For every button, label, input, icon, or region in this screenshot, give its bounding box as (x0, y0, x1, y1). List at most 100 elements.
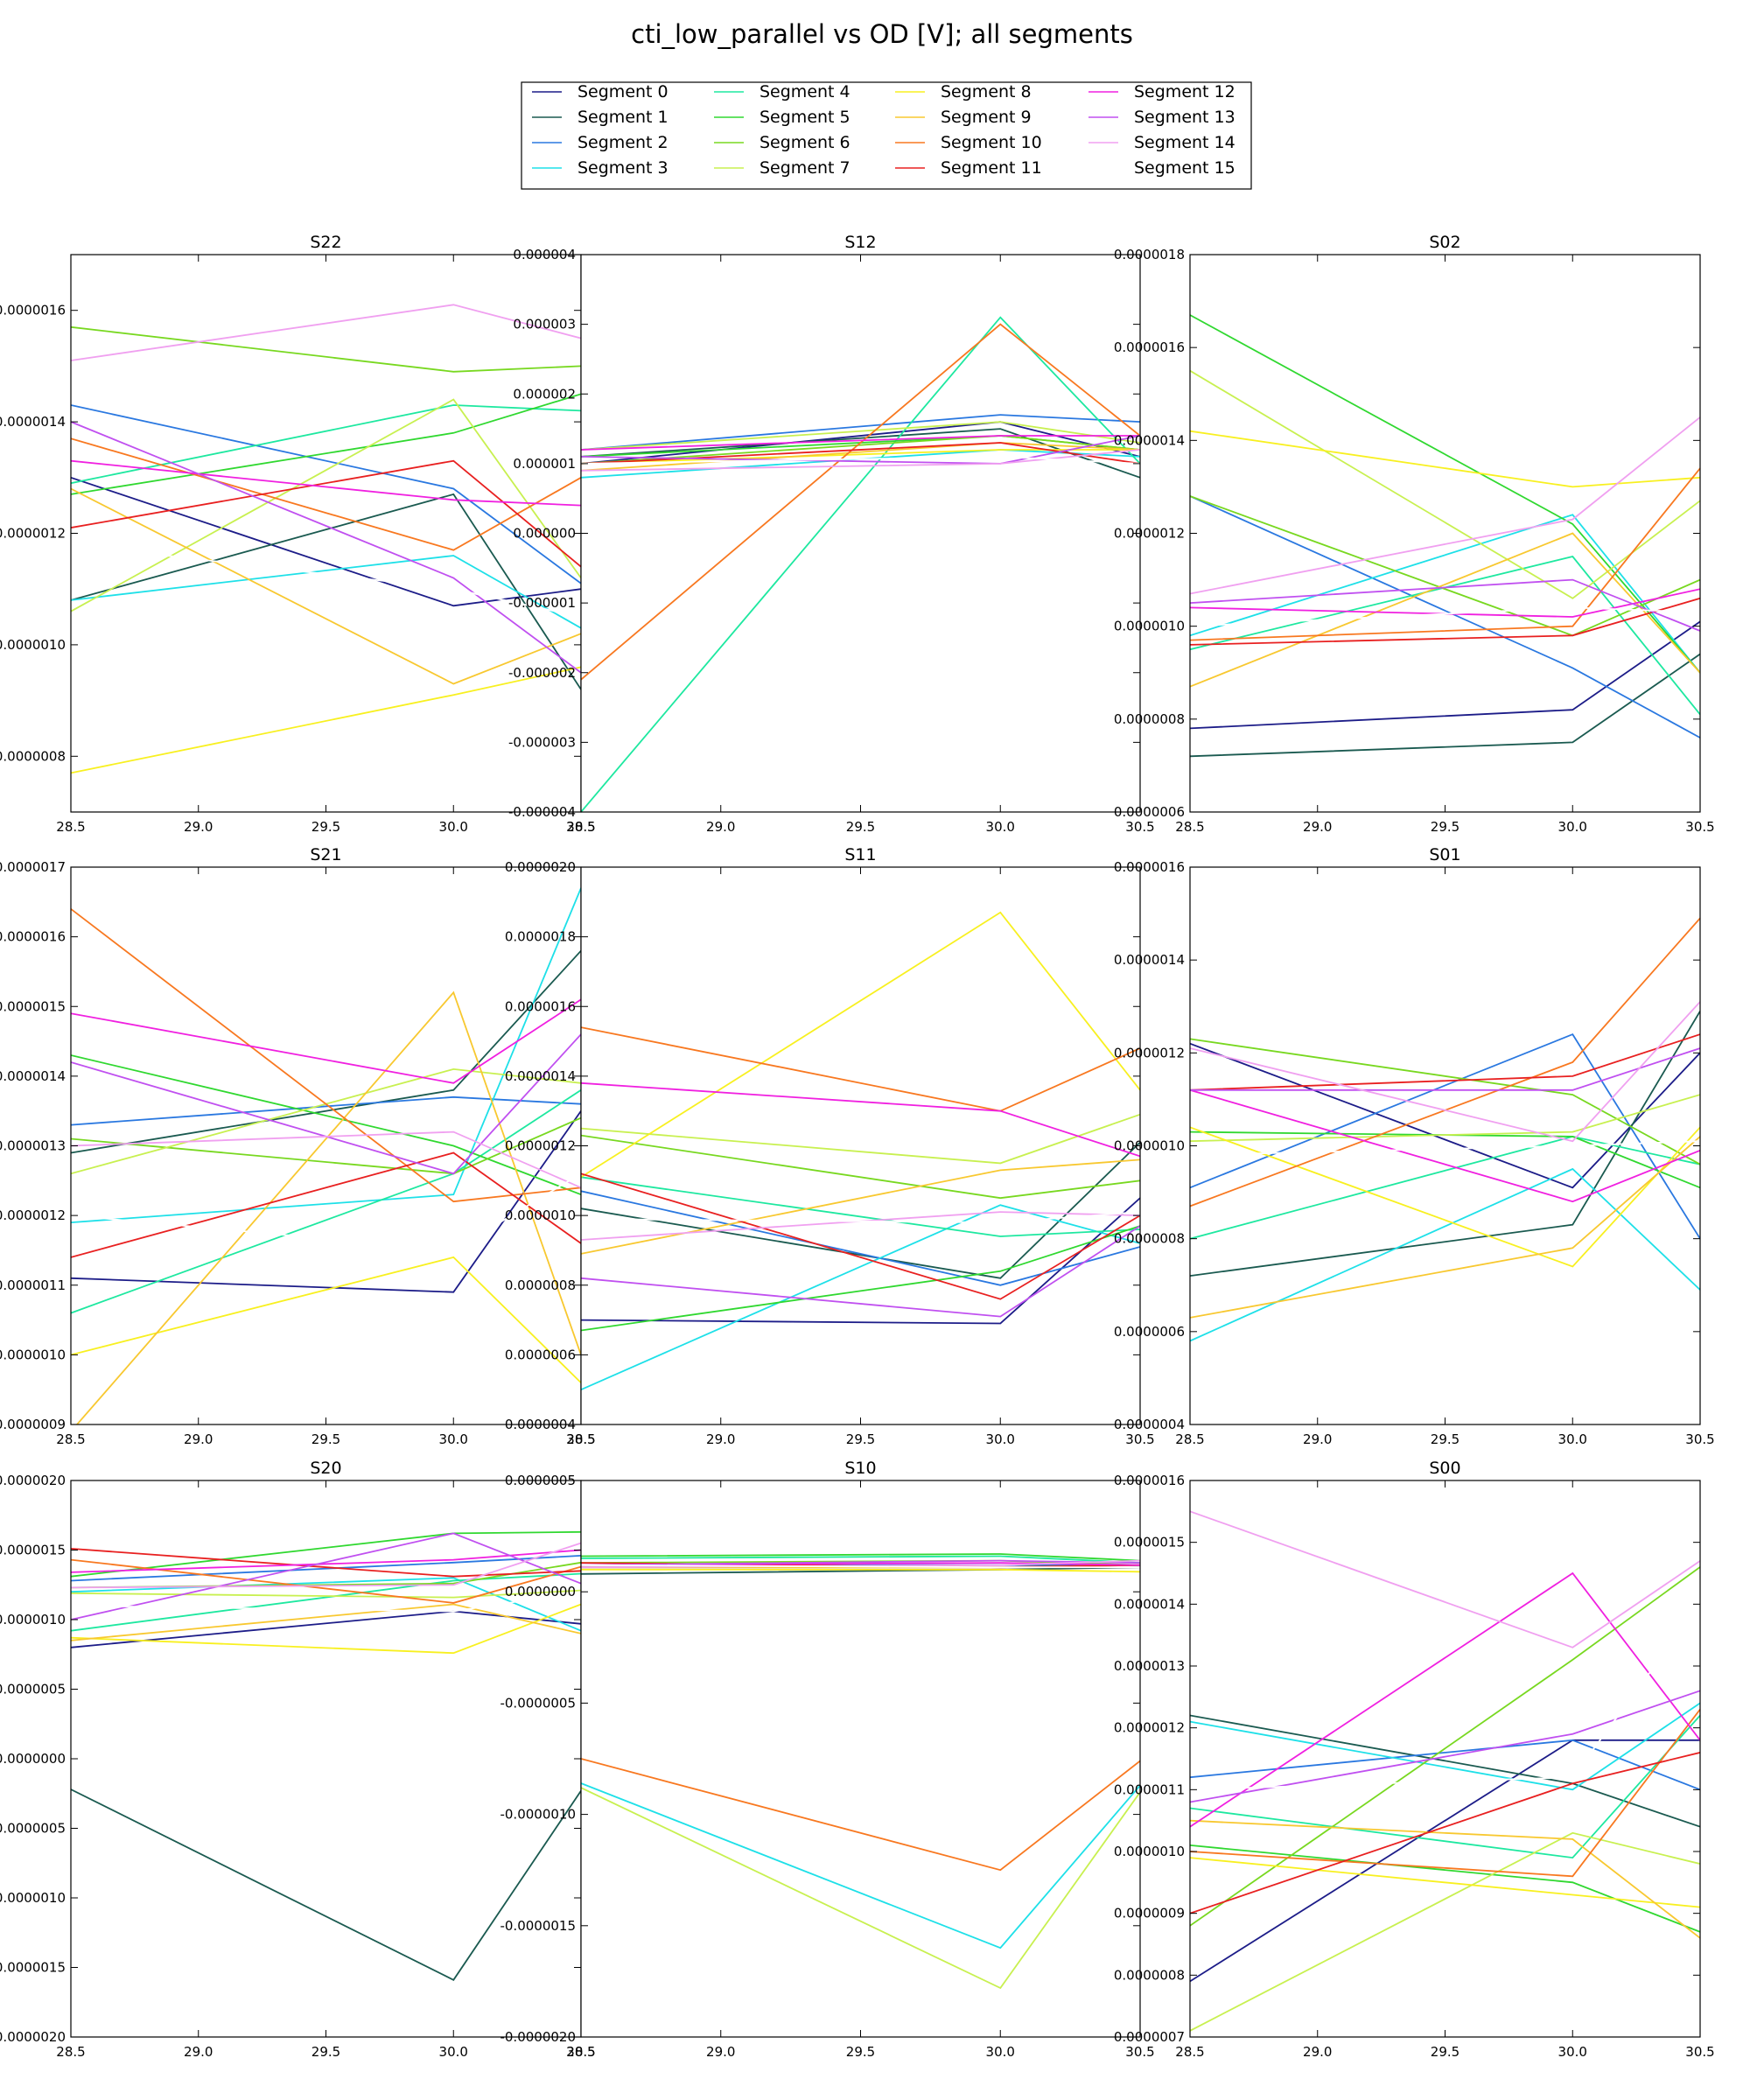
series-line-segment-2 (1190, 495, 1700, 738)
series-line-segment-12 (581, 435, 1140, 451)
subplot-grid: 28.5 29.0 29.5 30.0 30.5 0.0000008 0.0000010 0.… (0, 233, 1715, 2060)
x-tick-label: 28.5 (1175, 2044, 1204, 2060)
y-tick-label: 0.0000010 (0, 1612, 66, 1628)
legend-label: Segment 8 (941, 82, 1032, 102)
legend-label: Segment 1 (578, 108, 668, 127)
y-tick-label: 0.0000016 (1114, 859, 1185, 875)
series-group (71, 887, 581, 1424)
series-line-segment-7 (71, 1068, 581, 1175)
x-tick-label: 28.5 (1175, 1432, 1204, 1447)
y-tick-label: 0.0000000 (505, 1584, 576, 1600)
legend-label: Segment 11 (941, 158, 1042, 178)
series-line-segment-7 (1190, 1831, 1700, 2032)
plot-area (581, 255, 1140, 812)
subplot-title: S20 (310, 1459, 341, 1478)
series-line-segment-5 (581, 1225, 1140, 1332)
series-line-segment-12 (1190, 1572, 1700, 1828)
legend-entry: Segment 10 (895, 133, 1042, 152)
series-line-segment-8 (71, 1256, 581, 1383)
series-line-segment-3 (1190, 1702, 1700, 1791)
series-line-segment-14 (581, 1211, 1140, 1241)
series-line-segment-14 (1190, 416, 1700, 595)
legend-label: Segment 15 (1134, 158, 1236, 178)
x-tick-label: 28.5 (56, 819, 85, 835)
series-line-segment-8 (1190, 430, 1700, 488)
series-line-segment-9 (581, 1158, 1140, 1255)
y-tick-label: 0.0000012 (0, 526, 66, 542)
subplot-s22: 28.5 29.0 29.5 30.0 30.5 0.0000008 0.0000010 0.… (0, 233, 596, 835)
series-line-segment-15 (1190, 606, 1700, 627)
series-line-segment-7 (71, 398, 581, 612)
series-line-segment-11 (71, 459, 581, 568)
y-tick-label: 0.0000010 (1114, 1844, 1185, 1859)
legend-label: Segment 12 (1134, 82, 1236, 102)
y-tick-label: 0.0000013 (0, 1138, 66, 1154)
series-line-segment-15 (1190, 1140, 1700, 1156)
y-tick-label: 0.0000008 (0, 748, 66, 764)
series-line-segment-13 (1190, 1690, 1700, 1803)
y-tick-label: -0.0000015 (500, 1918, 576, 1934)
x-tick-label: 29.5 (312, 819, 340, 835)
series-line-segment-13 (71, 421, 581, 674)
x-tick-label: 29.5 (1431, 819, 1460, 835)
y-tick-label: 0.000002 (513, 386, 576, 402)
y-tick-label: 0.0000016 (505, 998, 576, 1014)
y-tick-label: 0.0000007 (1114, 2029, 1185, 2045)
x-tick-label: 29.0 (706, 2044, 735, 2060)
plot-area (71, 255, 581, 812)
series-line-segment-4 (71, 404, 581, 485)
series-line-segment-4 (581, 316, 1140, 812)
series-line-segment-6 (581, 1134, 1140, 1200)
series-line-segment-12 (1190, 1088, 1700, 1203)
y-tick-label: 0.0000000 (0, 1751, 66, 1767)
series-line-segment-14 (1190, 1001, 1700, 1143)
subplot-s01: 28.5 29.0 29.5 30.0 30.50.00000040.00000060.… (1114, 845, 1715, 1447)
series-line-segment-8 (71, 1603, 581, 1655)
subplot-title: S01 (1429, 845, 1460, 864)
series-line-segment-6 (1190, 1566, 1700, 1927)
series-line-segment-5 (1190, 314, 1700, 674)
x-tick-label: 29.5 (312, 1432, 340, 1447)
series-line-segment-10 (581, 323, 1140, 681)
series-line-segment-2 (71, 1096, 581, 1126)
subplot-s21: 28.5 29.0 29.5 30.0 30.5 0.0000009 0.0000010 0.… (0, 845, 596, 1447)
series-line-segment-7 (1190, 1094, 1700, 1143)
series-line-segment-11 (581, 442, 1140, 465)
series-line-segment-4 (1190, 555, 1700, 716)
series-line-segment-15 (1190, 1603, 1700, 1791)
series-line-segment-14 (1190, 1510, 1700, 1648)
y-tick-label: 0.0000010 (0, 637, 66, 653)
y-tick-label: 0.0000010 (1114, 619, 1185, 634)
legend-frame (521, 81, 1252, 190)
y-tick-label: 0.0000006 (1114, 804, 1185, 820)
series-line-segment-3 (71, 555, 581, 629)
subplot-title: S22 (310, 233, 341, 252)
y-tick-label: 0.0000008 (1114, 1967, 1185, 1983)
series-line-segment-13 (71, 1532, 581, 1620)
x-tick-label: 30.0 (986, 819, 1015, 835)
y-tick-label: 0.0000010 (505, 1208, 576, 1223)
series-line-segment-15 (581, 1211, 1140, 1224)
series-group (581, 911, 1140, 1391)
subplot-title: S11 (844, 845, 876, 864)
series-line-segment-14 (71, 1130, 581, 1189)
y-tick-label: 0.0000016 (1114, 1473, 1185, 1488)
x-tick-label: 28.5 (56, 1432, 85, 1447)
x-tick-label: 29.0 (1303, 1432, 1332, 1447)
y-tick-label: 0.0000016 (0, 929, 66, 945)
series-line-segment-2 (581, 1190, 1140, 1286)
y-tick-label: 0.000001 (513, 456, 576, 472)
y-tick-label: 0.000003 (513, 317, 576, 332)
series-line-segment-5 (1190, 1844, 1700, 1933)
y-tick-label: 0.0000014 (505, 1068, 576, 1084)
x-tick-label: 30.0 (439, 819, 468, 835)
subplot-title: S12 (844, 233, 876, 252)
series-line-segment-7 (71, 1589, 581, 1599)
x-tick-label: 30.5 (1125, 1432, 1154, 1447)
y-tick-label: -0.0000015 (0, 1960, 66, 1976)
series-line-segment-6 (1190, 1038, 1700, 1166)
legend-entry: Segment 6 (714, 133, 850, 152)
subplot-s20: 28.529.029.530.030.5-0.0000020-0.0000015… (0, 1459, 596, 2060)
x-tick-label: 30.5 (566, 2044, 595, 2060)
series-line-segment-9 (1190, 1136, 1700, 1319)
